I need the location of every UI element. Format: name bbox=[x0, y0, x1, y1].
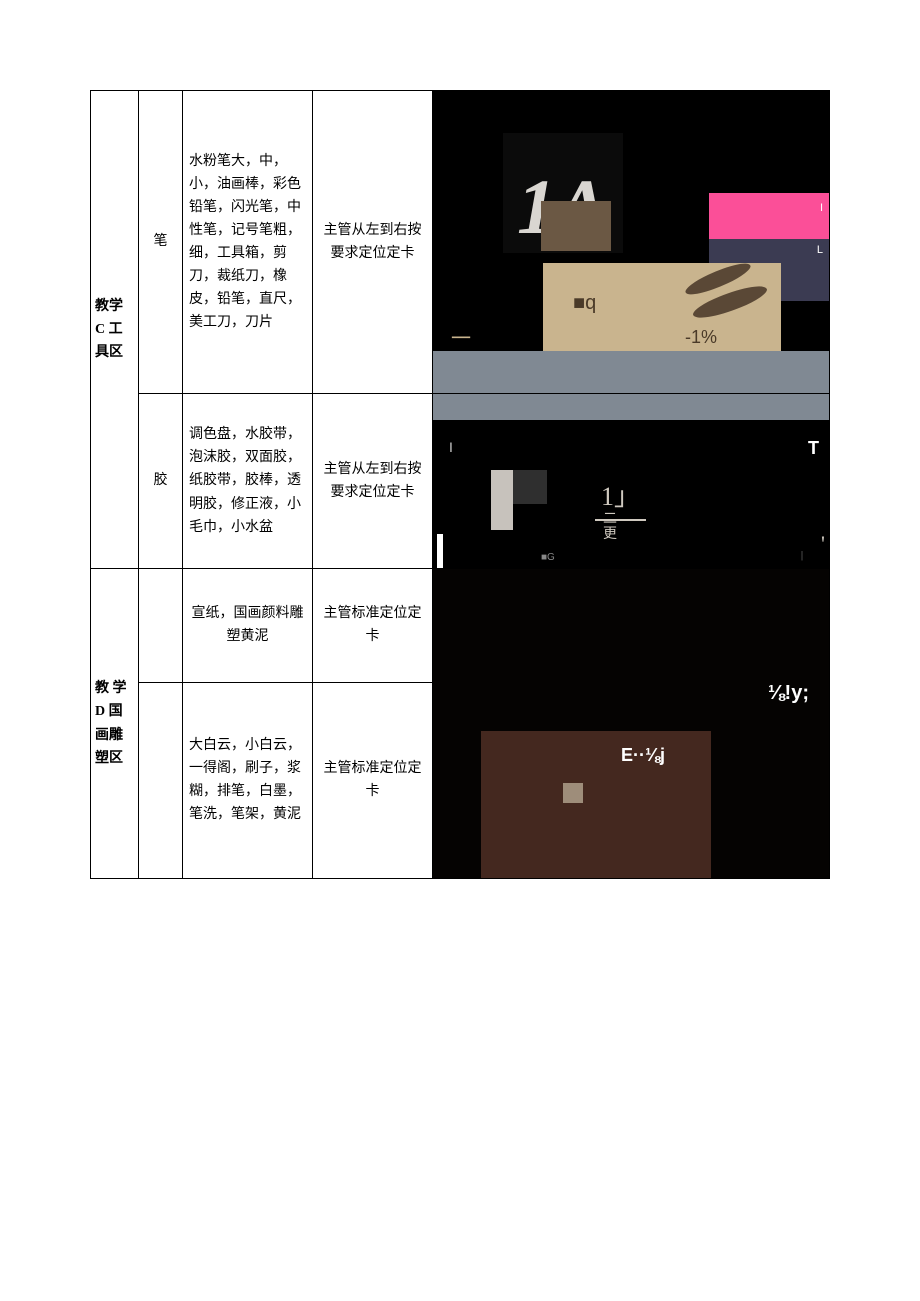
table-row: 胶 调色盘，水胶带，泡沫胶，双面胶，纸胶带，胶棒，透明胶，修正液，小毛巾，小水盆… bbox=[91, 394, 830, 569]
photo-text: I bbox=[449, 436, 453, 459]
row-note: 主管从左到右按要求定位定卡 bbox=[313, 91, 433, 394]
row-items: 宣纸，国画颜料雕塑黄泥 bbox=[183, 569, 313, 683]
photo-text: I bbox=[820, 199, 823, 217]
photo-text: ' bbox=[821, 526, 825, 562]
photo-text: ■G bbox=[541, 550, 555, 567]
row-category: 胶 bbox=[139, 394, 183, 569]
section-label-c: 教学 C 工具区 bbox=[91, 91, 139, 569]
row-category bbox=[139, 569, 183, 683]
photo-d: ⅛!y; E··⅛j bbox=[433, 569, 829, 878]
row-category bbox=[139, 682, 183, 879]
photo-text: ⅛!y; bbox=[768, 677, 809, 710]
table-row: 教 学 D 国画雕塑区 宣纸，国画颜料雕塑黄泥 主管标准定位定卡 ⅛!y; E·… bbox=[91, 569, 830, 683]
row-items: 大白云，小白云，一得阁，刷子，浆糊，排笔，白墨，笔洗，笔架，黄泥 bbox=[183, 682, 313, 879]
photo-c1: 1A 1 I L ■q -1% 一 bbox=[433, 91, 829, 393]
photo-text: T bbox=[808, 434, 819, 464]
row-items: 水粉笔大，中，小，油画棒，彩色铅笔，闪光笔，中性笔，记号笔粗，细，工具箱，剪刀，… bbox=[183, 91, 313, 394]
row-note: 主管标准定位定卡 bbox=[313, 569, 433, 683]
row-note: 主管标准定位定卡 bbox=[313, 682, 433, 879]
section-label-d: 教 学 D 国画雕塑区 bbox=[91, 569, 139, 879]
table-row: 教学 C 工具区 笔 水粉笔大，中，小，油画棒，彩色铅笔，闪光笔，中性笔，记号笔… bbox=[91, 91, 830, 394]
photo-text: ■q bbox=[573, 287, 596, 320]
photo-text: L bbox=[817, 241, 823, 259]
photo-text: E··⅛j bbox=[621, 741, 665, 771]
row-note: 主管从左到右按要求定位定卡 bbox=[313, 394, 433, 569]
row-photo: I T 1」 二更 ■G | ' bbox=[433, 394, 830, 569]
materials-table: 教学 C 工具区 笔 水粉笔大，中，小，油画棒，彩色铅笔，闪光笔，中性笔，记号笔… bbox=[90, 90, 830, 879]
photo-c2: I T 1」 二更 ■G | ' bbox=[433, 394, 829, 568]
row-items: 调色盘，水胶带，泡沫胶，双面胶，纸胶带，胶棒，透明胶，修正液，小毛巾，小水盆 bbox=[183, 394, 313, 569]
row-photo: ⅛!y; E··⅛j bbox=[433, 569, 830, 879]
photo-text: 二更 bbox=[603, 512, 617, 543]
row-photo: 1A 1 I L ■q -1% 一 bbox=[433, 91, 830, 394]
photo-text: | bbox=[801, 548, 803, 565]
photo-text: -1% bbox=[685, 323, 717, 353]
row-category: 笔 bbox=[139, 91, 183, 394]
